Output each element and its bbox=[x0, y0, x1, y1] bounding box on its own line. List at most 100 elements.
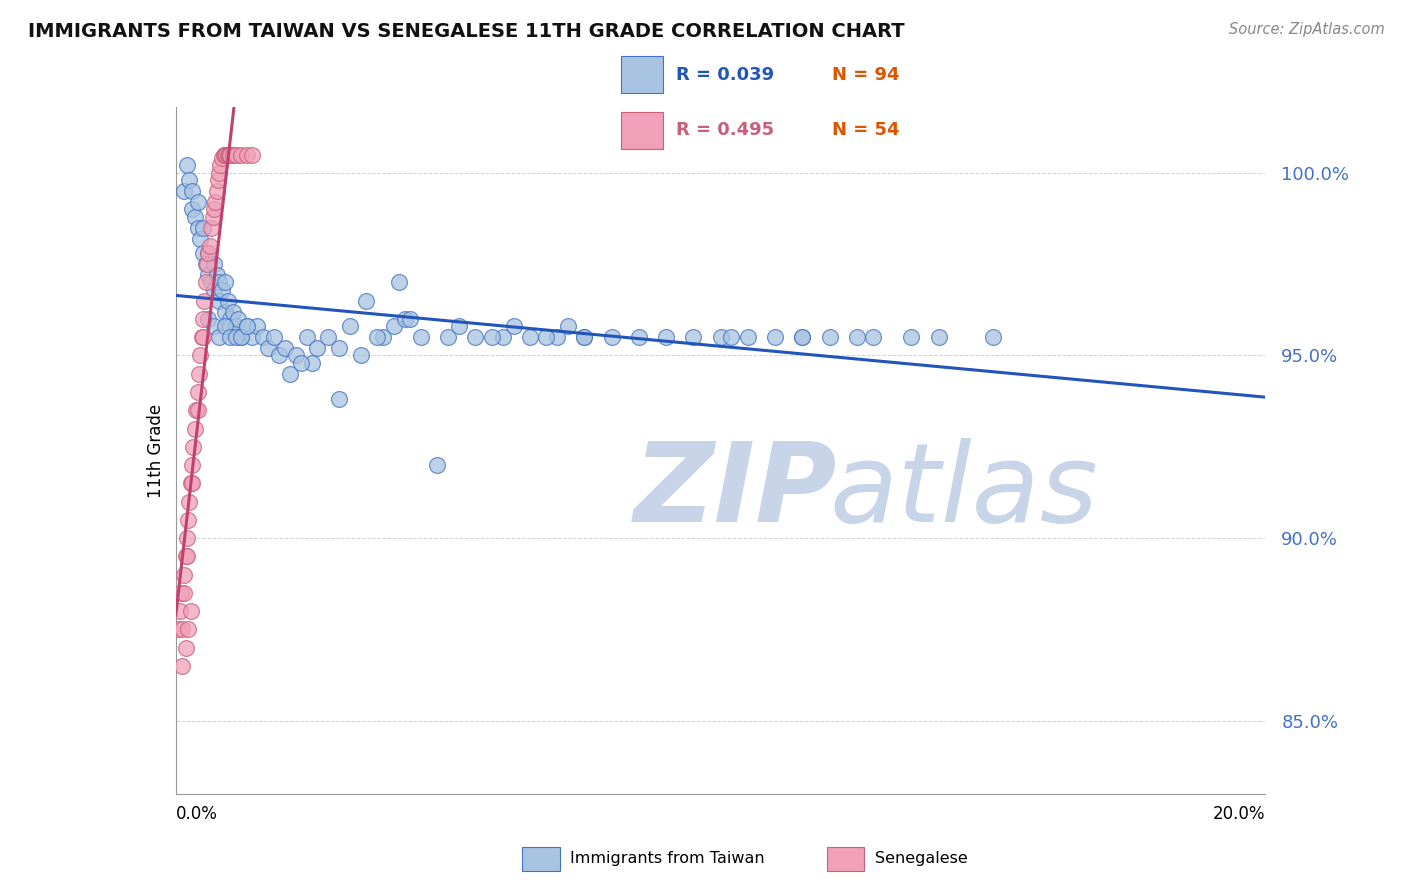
Point bbox=[208, 293, 231, 308]
Point bbox=[172, 623, 194, 637]
Point bbox=[173, 567, 195, 582]
Point bbox=[167, 623, 190, 637]
Point bbox=[202, 202, 225, 217]
Text: 20.0%: 20.0% bbox=[1213, 805, 1265, 822]
Point bbox=[214, 319, 236, 334]
Point bbox=[574, 330, 596, 344]
Point bbox=[173, 586, 195, 600]
Point bbox=[211, 151, 233, 165]
Point bbox=[399, 312, 422, 326]
Point bbox=[176, 159, 198, 173]
Point bbox=[388, 276, 411, 290]
Point bbox=[184, 421, 207, 435]
Point bbox=[318, 330, 340, 344]
Y-axis label: 11th Grade: 11th Grade bbox=[146, 403, 165, 498]
Point bbox=[219, 312, 242, 326]
Point bbox=[198, 239, 221, 253]
Point bbox=[737, 330, 759, 344]
Point bbox=[235, 319, 257, 334]
Point bbox=[181, 440, 204, 454]
Point bbox=[201, 210, 224, 224]
Point bbox=[394, 312, 416, 326]
Point bbox=[173, 184, 195, 198]
Point bbox=[235, 319, 257, 334]
Point bbox=[217, 147, 239, 161]
Point bbox=[200, 220, 222, 235]
Text: N = 94: N = 94 bbox=[831, 66, 898, 84]
Point bbox=[328, 392, 350, 407]
Point bbox=[187, 367, 209, 381]
Point bbox=[191, 330, 214, 344]
Point bbox=[184, 210, 207, 224]
Point bbox=[186, 220, 209, 235]
Point bbox=[928, 330, 950, 344]
Point bbox=[371, 330, 394, 344]
Point bbox=[219, 330, 242, 344]
Text: Source: ZipAtlas.com: Source: ZipAtlas.com bbox=[1229, 22, 1385, 37]
Point bbox=[519, 330, 541, 344]
Point bbox=[195, 257, 218, 271]
Point bbox=[818, 330, 841, 344]
Point bbox=[710, 330, 733, 344]
Point bbox=[426, 458, 449, 472]
Point bbox=[174, 549, 197, 564]
Point bbox=[492, 330, 515, 344]
Point bbox=[186, 384, 209, 399]
Bar bbox=[621, 56, 664, 94]
Text: R = 0.039: R = 0.039 bbox=[676, 66, 775, 84]
Point bbox=[200, 276, 222, 290]
Point bbox=[212, 147, 235, 161]
Point bbox=[177, 623, 200, 637]
Point bbox=[655, 330, 678, 344]
Point bbox=[179, 173, 201, 187]
Point bbox=[225, 330, 247, 344]
Point bbox=[197, 246, 219, 260]
Point bbox=[205, 184, 228, 198]
Point bbox=[202, 319, 225, 334]
Point bbox=[284, 349, 307, 363]
Point bbox=[219, 319, 242, 334]
Point bbox=[186, 194, 209, 209]
Point bbox=[720, 330, 742, 344]
Point bbox=[257, 341, 280, 355]
Point bbox=[194, 276, 217, 290]
Point bbox=[217, 293, 239, 308]
Point bbox=[557, 319, 579, 334]
Point bbox=[534, 330, 557, 344]
Point bbox=[307, 341, 329, 355]
Point bbox=[792, 330, 814, 344]
Point bbox=[409, 330, 432, 344]
Point bbox=[208, 330, 231, 344]
Point bbox=[207, 173, 229, 187]
Point bbox=[169, 604, 191, 618]
Text: IMMIGRANTS FROM TAIWAN VS SENEGALESE 11TH GRADE CORRELATION CHART: IMMIGRANTS FROM TAIWAN VS SENEGALESE 11T… bbox=[28, 22, 904, 41]
Text: Senegalese: Senegalese bbox=[875, 852, 967, 866]
Point bbox=[382, 319, 405, 334]
Point bbox=[188, 231, 211, 245]
Point bbox=[301, 356, 323, 370]
Point bbox=[219, 147, 242, 161]
Point bbox=[627, 330, 650, 344]
Point bbox=[219, 147, 242, 161]
Point bbox=[197, 246, 219, 260]
Point bbox=[246, 319, 269, 334]
Point bbox=[328, 341, 350, 355]
Point bbox=[228, 312, 250, 326]
Point bbox=[225, 319, 247, 334]
Point bbox=[180, 476, 202, 491]
Point bbox=[350, 349, 373, 363]
Point bbox=[218, 147, 240, 161]
Point bbox=[845, 330, 868, 344]
Point bbox=[981, 330, 1004, 344]
Point bbox=[290, 356, 312, 370]
Text: R = 0.495: R = 0.495 bbox=[676, 121, 775, 139]
Point bbox=[240, 330, 263, 344]
Point bbox=[202, 257, 225, 271]
Point bbox=[792, 330, 814, 344]
Point bbox=[502, 319, 524, 334]
Point bbox=[339, 319, 361, 334]
Point bbox=[464, 330, 486, 344]
Point bbox=[274, 341, 297, 355]
Point bbox=[600, 330, 623, 344]
Point bbox=[481, 330, 503, 344]
